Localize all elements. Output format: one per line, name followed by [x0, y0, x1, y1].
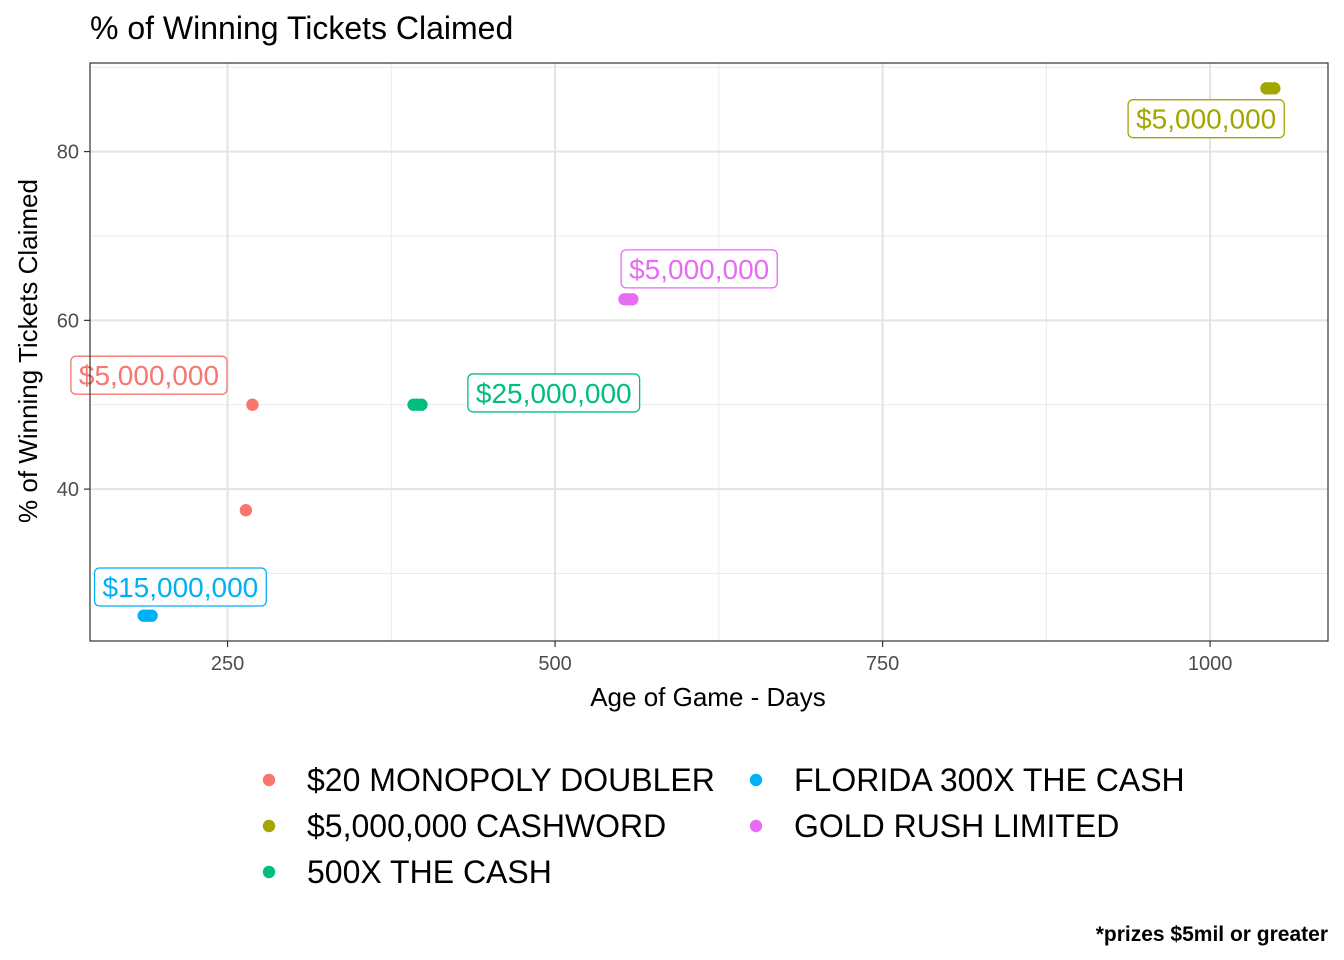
data-label-text: $5,000,000: [1136, 104, 1276, 135]
x-tick-label: 1000: [1188, 653, 1233, 675]
y-tick-label: 60: [57, 310, 79, 332]
data-label-box: [93, 567, 267, 607]
data-point: [145, 609, 158, 622]
legend-label: $20 MONOPOLY DOUBLER: [307, 762, 715, 798]
legend-label: 500X THE CASH: [307, 854, 552, 890]
data-label-box: [70, 355, 228, 395]
legend-label: GOLD RUSH LIMITED: [794, 808, 1119, 844]
legend-item: $5,000,000 CASHWORD: [262, 808, 666, 844]
data-label-text: $25,000,000: [476, 378, 632, 409]
data-label-box: [467, 373, 641, 413]
data-label: $5,000,000: [620, 249, 778, 289]
data-label-box: [620, 249, 778, 289]
legend-key: [749, 773, 763, 787]
y-tick-label: 40: [57, 479, 79, 501]
legend: $20 MONOPOLY DOUBLER $5,000,000 CASHWORD 5…: [262, 762, 1185, 890]
plot-panel: [90, 63, 1328, 641]
data-point: [1268, 82, 1281, 95]
plot-border: [89, 62, 1329, 642]
x-tick-label: 250: [211, 653, 244, 675]
data-point: [626, 293, 639, 306]
data-labels: $5,000,000 $5,000,000 $25,000,000 $15,000,0…: [70, 99, 1285, 607]
data-label-text: $15,000,000: [103, 572, 259, 603]
chart-caption: *prizes $5mil or greater: [1096, 923, 1328, 946]
legend-label: FLORIDA 300X THE CASH: [794, 762, 1185, 798]
data-label: $5,000,000: [70, 355, 228, 395]
legend-item: 500X THE CASH: [262, 854, 552, 890]
y-tick-label: 80: [57, 142, 79, 164]
legend-key: [749, 819, 763, 833]
legend-key: [262, 773, 276, 787]
data-label: $25,000,000: [467, 373, 641, 413]
legend-key: [262, 865, 276, 879]
y-axis-title: % of Winning Tickets Claimed: [13, 179, 43, 523]
legend-item: GOLD RUSH LIMITED: [749, 808, 1119, 844]
x-tick-label: 500: [538, 653, 571, 675]
data-label-box: [1127, 99, 1285, 139]
legend-item: $20 MONOPOLY DOUBLER: [262, 762, 715, 798]
data-label-text: $5,000,000: [629, 254, 769, 285]
legend-label: $5,000,000 CASHWORD: [307, 808, 666, 844]
axis-ticks: 250 500 750 1000 40 60 80: [57, 142, 1233, 675]
data-points: [137, 82, 1281, 622]
data-point: [246, 398, 259, 411]
legend-item: FLORIDA 300X THE CASH: [749, 762, 1185, 798]
data-point: [415, 398, 428, 411]
chart-title: % of Winning Tickets Claimed: [90, 10, 513, 46]
data-point: [239, 504, 253, 517]
gridlines: [90, 63, 1328, 641]
legend-key: [262, 819, 276, 833]
data-label-text: $5,000,000: [79, 360, 219, 391]
x-axis-title: Age of Game - Days: [590, 682, 826, 712]
x-tick-label: 750: [866, 653, 899, 675]
data-label: $5,000,000: [1127, 99, 1285, 139]
data-label: $15,000,000: [93, 567, 267, 607]
